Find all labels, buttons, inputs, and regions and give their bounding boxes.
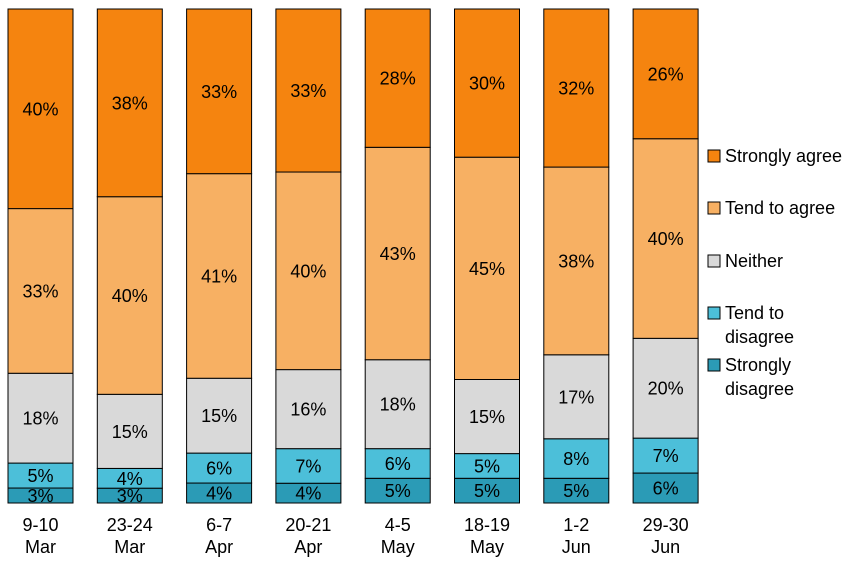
data-label-tend-to-disagree: 8%: [563, 449, 589, 469]
legend-swatch-strongly-disagree: [707, 358, 721, 372]
data-label-neither: 15%: [112, 422, 148, 442]
data-label-tend-to-disagree: 4%: [117, 469, 143, 489]
data-label-strongly-disagree: 4%: [295, 484, 321, 504]
legend-swatch-neither: [707, 254, 721, 268]
bars-group: 3%5%18%33%40%3%4%15%40%38%4%6%15%41%33%4…: [7, 8, 699, 506]
data-label-strongly-agree: 33%: [201, 82, 237, 102]
data-label-tend-to-agree: 38%: [558, 251, 594, 271]
bar-segment-strongly-agree: [454, 8, 520, 158]
bar-segment-tend-to-agree: [364, 146, 431, 361]
legend-swatch-tend-to-agree: [707, 201, 721, 215]
data-label-strongly-disagree: 5%: [385, 481, 411, 501]
x-tick-label: 4-5 May: [381, 515, 415, 557]
data-label-strongly-agree: 38%: [112, 93, 148, 113]
data-label-tend-to-disagree: 7%: [295, 456, 321, 476]
bar-segment-tend-to-agree: [632, 138, 699, 339]
data-label-strongly-agree: 32%: [558, 79, 594, 99]
bar-segment-tend-to-agree: [454, 156, 520, 380]
bar-segment-strongly-agree: [543, 8, 610, 168]
data-label-tend-to-disagree: 6%: [385, 454, 411, 474]
bar-segment-strongly-disagree: [632, 472, 699, 504]
bar-segment-neither: [454, 379, 520, 455]
bar-segment-tend-to-agree: [7, 208, 74, 374]
x-tick-label: 29-30 Jun: [643, 515, 689, 557]
bar-segment-strongly-agree: [96, 8, 163, 198]
data-label-tend-to-agree: 43%: [380, 244, 416, 264]
bar-segment-strongly-agree: [186, 8, 253, 175]
data-label-strongly-disagree: 5%: [563, 481, 589, 501]
bar-segment-strongly-agree: [632, 8, 699, 140]
bar-segment-tend-to-agree: [186, 173, 253, 379]
data-label-strongly-disagree: 4%: [206, 484, 232, 504]
data-label-neither: 18%: [380, 395, 416, 415]
legend-label-strongly-disagree: Strongly disagree: [725, 355, 794, 399]
data-label-strongly-agree: 26%: [648, 64, 684, 84]
bar-segment-strongly-disagree: [364, 477, 431, 504]
data-label-strongly-disagree: 5%: [474, 481, 500, 501]
bar-segment-neither: [543, 354, 610, 440]
data-label-tend-to-agree: 41%: [201, 266, 237, 286]
bar-segment-strongly-disagree: [543, 477, 610, 504]
data-label-tend-to-disagree: 7%: [653, 446, 679, 466]
bar-segment-strongly-agree: [7, 8, 74, 210]
bar-segment-neither: [275, 369, 342, 450]
legend-swatch-strongly-agree: [707, 149, 721, 163]
x-tick-label: 6-7 Apr: [205, 515, 233, 557]
bar-segment-tend-to-agree: [543, 166, 610, 356]
data-label-strongly-disagree: 6%: [653, 479, 679, 499]
data-label-strongly-agree: 28%: [380, 69, 416, 89]
data-label-neither: 15%: [201, 406, 237, 426]
data-label-neither: 15%: [469, 407, 505, 427]
bar-segment-tend-to-disagree: [364, 448, 431, 479]
data-label-tend-to-disagree: 6%: [206, 459, 232, 479]
data-label-neither: 18%: [22, 409, 58, 429]
data-label-strongly-disagree: 3%: [27, 486, 53, 506]
x-tick-label: 23-24 Mar: [107, 515, 153, 557]
legend-label-strongly-agree: Strongly agree: [725, 146, 842, 166]
data-label-strongly-agree: 33%: [290, 81, 326, 101]
data-label-tend-to-agree: 40%: [112, 286, 148, 306]
x-axis-labels: 9-10 Mar 23-24 Mar 6-7 Apr 20-21 Apr 4-5 May 18-19…: [22, 515, 688, 557]
data-label-tend-to-agree: 45%: [469, 259, 505, 279]
x-tick-label: 20-21 Apr: [285, 515, 331, 557]
bar-segment-strongly-disagree: [454, 477, 520, 504]
bar-segment-tend-to-disagree: [186, 452, 253, 484]
legend-label-tend-to-disagree: Tend to disagree: [725, 303, 794, 347]
legend-label-neither: Neither: [725, 251, 783, 271]
legend-label-tend-to-agree: Tend to agree: [725, 198, 835, 218]
bar-segment-neither: [364, 359, 431, 450]
data-label-neither: 16%: [290, 400, 326, 420]
bar-segment-strongly-agree: [364, 8, 431, 148]
data-label-tend-to-agree: 33%: [22, 281, 58, 301]
data-label-strongly-agree: 40%: [22, 99, 58, 119]
data-label-neither: 20%: [648, 379, 684, 399]
legend-swatch-tend-to-disagree: [707, 306, 721, 320]
data-label-tend-to-agree: 40%: [290, 261, 326, 281]
bar-segment-tend-to-disagree: [454, 453, 520, 479]
x-tick-label: 18-19 May: [464, 515, 510, 557]
bar-segment-strongly-agree: [275, 8, 342, 173]
bar-segment-neither: [96, 393, 163, 469]
legend: Strongly agree Tend to agree Neither Tend t…: [707, 146, 842, 399]
bar-segment-tend-to-disagree: [632, 437, 699, 474]
data-label-tend-to-agree: 40%: [648, 229, 684, 249]
data-label-strongly-disagree: 3%: [117, 486, 143, 506]
bar-segment-tend-to-disagree: [275, 448, 342, 484]
x-tick-label: 9-10 Mar: [22, 515, 58, 557]
data-label-neither: 17%: [558, 387, 594, 407]
x-tick-label: 1-2 Jun: [562, 515, 591, 557]
bar-segment-tend-to-agree: [275, 171, 342, 371]
data-label-tend-to-disagree: 5%: [474, 456, 500, 476]
data-label-strongly-agree: 30%: [469, 74, 505, 94]
bar-segment-tend-to-agree: [96, 196, 163, 395]
data-label-tend-to-disagree: 5%: [27, 466, 53, 486]
bar-segment-tend-to-disagree: [7, 462, 74, 489]
